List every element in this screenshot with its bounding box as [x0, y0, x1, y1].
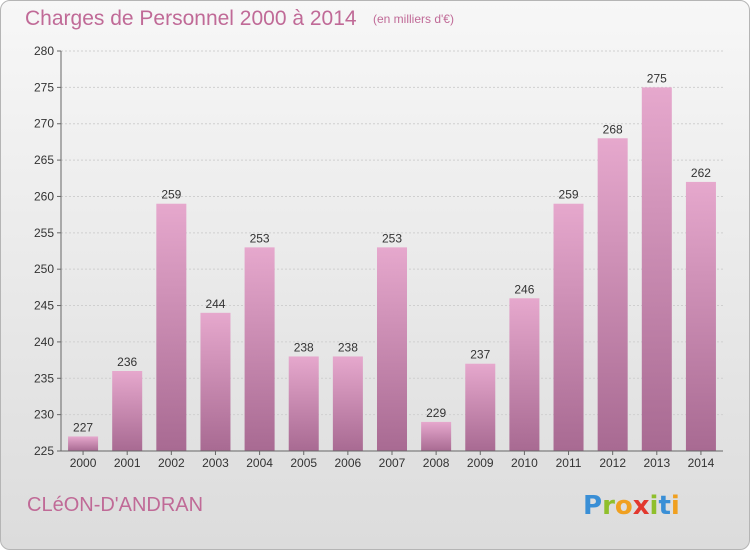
logo-letter: o [614, 491, 633, 521]
x-tick-label: 2011 [556, 456, 582, 470]
bar [376, 247, 408, 451]
logo-letter: t [658, 491, 671, 521]
logo-letter: i [670, 491, 680, 521]
y-tick-label: 230 [34, 408, 54, 422]
x-tick-label: 2004 [246, 456, 273, 470]
data-label: 227 [73, 420, 93, 434]
y-tick-label: 260 [34, 189, 54, 203]
x-tick-label: 2002 [158, 456, 185, 470]
bar [465, 363, 496, 451]
data-label: 253 [382, 231, 402, 245]
data-label: 237 [470, 348, 490, 362]
data-label: 229 [426, 406, 446, 420]
data-label: 259 [161, 188, 181, 202]
data-label: 246 [514, 282, 534, 296]
x-tick-label: 2001 [114, 456, 141, 470]
logo-letter: i [649, 491, 659, 521]
bar [421, 421, 452, 451]
bar [288, 356, 319, 451]
x-tick-label: 2007 [379, 456, 406, 470]
x-tick-label: 2013 [643, 456, 670, 470]
x-tick-label: 2008 [423, 456, 450, 470]
y-tick-label: 235 [34, 371, 54, 385]
data-label: 238 [294, 340, 314, 354]
y-tick-label: 265 [34, 153, 54, 167]
y-tick-label: 225 [34, 444, 54, 458]
chart-title: Charges de Personnel 2000 à 2014 [25, 7, 357, 30]
logo-letter: r [602, 491, 615, 521]
y-tick-label: 245 [34, 299, 54, 313]
data-label: 238 [338, 340, 358, 354]
x-tick-label: 2000 [70, 456, 97, 470]
axes: 225 230 235 240 245 250 255 260 265 270 275 280 2000… [34, 44, 723, 470]
commune-name: CLéON-D'ANDRAN [27, 494, 204, 516]
x-tick-label: 2006 [335, 456, 362, 470]
x-tick-label: 2009 [467, 456, 494, 470]
x-tick-label: 2005 [290, 456, 317, 470]
x-tick-label: 2003 [202, 456, 229, 470]
data-label: 259 [559, 188, 579, 202]
bar [641, 87, 672, 451]
y-tick-label: 255 [34, 226, 54, 240]
x-tick-label: 2014 [688, 456, 715, 470]
y-tick-label: 270 [34, 117, 54, 131]
y-tick-label: 280 [34, 44, 54, 58]
data-label: 262 [691, 166, 711, 180]
x-tick-label: 2012 [599, 456, 626, 470]
bar [509, 298, 540, 451]
bar [553, 203, 584, 451]
data-label: 253 [250, 231, 270, 245]
y-tick-label: 240 [34, 335, 54, 349]
data-label: 244 [205, 297, 225, 311]
y-tick-label: 275 [34, 80, 54, 94]
data-label: 236 [117, 355, 137, 369]
bar [685, 181, 716, 451]
bar [200, 312, 231, 451]
logo-letter: x [632, 491, 650, 521]
logo-letter: P [583, 491, 603, 521]
data-label: 275 [647, 71, 667, 85]
bar [332, 356, 363, 451]
proxiti-logo: Proxiti [583, 491, 680, 521]
bar [112, 371, 143, 451]
bar [156, 203, 187, 451]
bar [244, 247, 275, 451]
bar [68, 436, 99, 451]
chart-subtitle: (en milliers d'€) [373, 12, 454, 26]
x-tick-label: 2010 [511, 456, 538, 470]
y-tick-label: 250 [34, 262, 54, 276]
data-label: 268 [603, 122, 623, 136]
bars: 227 236 259 244 253 238 238 253 229 237 246 259 268 2… [68, 71, 716, 452]
bar [597, 138, 628, 452]
